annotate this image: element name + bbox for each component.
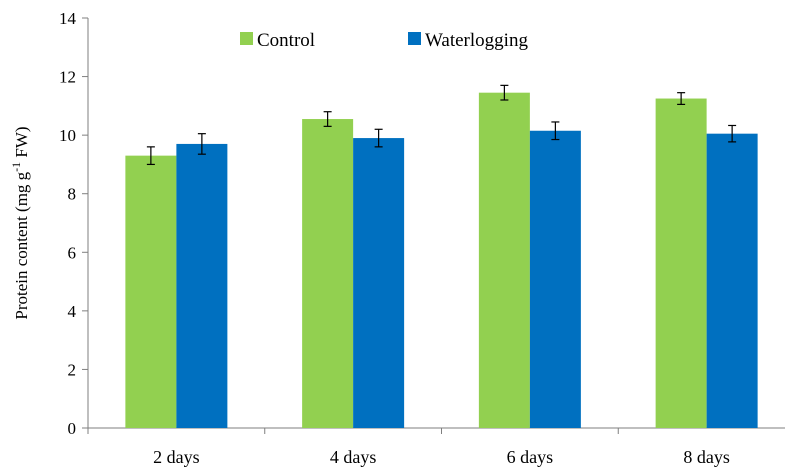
x-axis-ticks: 2 days 4 days 6 days 8 days bbox=[87, 428, 730, 467]
bar-series bbox=[125, 92, 758, 429]
y-axis-title-suffix: FW) bbox=[12, 126, 31, 161]
y-tick-label: 14 bbox=[59, 9, 77, 28]
y-axis-ticks: 0 2 4 6 8 10 12 14 bbox=[59, 9, 88, 438]
bar-control bbox=[655, 98, 707, 429]
bar-waterlogging bbox=[353, 138, 405, 429]
bar-waterlogging bbox=[176, 143, 228, 428]
y-tick-label: 4 bbox=[68, 302, 77, 321]
y-tick-label: 2 bbox=[68, 360, 77, 379]
y-tick-label: 10 bbox=[59, 126, 76, 145]
bar-control bbox=[478, 92, 530, 428]
y-tick-label: 6 bbox=[68, 243, 77, 262]
y-tick-label: 12 bbox=[59, 68, 76, 87]
legend-swatch-control bbox=[240, 32, 253, 45]
x-tick-label: 8 days bbox=[683, 447, 730, 467]
bar-waterlogging bbox=[529, 130, 581, 428]
legend-label-control: Control bbox=[257, 30, 315, 51]
legend: Control Waterlogging bbox=[240, 30, 528, 51]
y-axis-title: Protein content (mg g-1 FW) bbox=[9, 126, 31, 319]
bar-waterlogging bbox=[706, 133, 758, 428]
bar-control bbox=[125, 155, 177, 428]
x-tick-label: 6 days bbox=[507, 447, 554, 467]
y-axis-title-superscript: -1 bbox=[9, 162, 23, 172]
legend-swatch-waterlogging bbox=[408, 32, 421, 45]
error-bars bbox=[146, 84, 737, 166]
y-tick-label: 0 bbox=[68, 419, 77, 438]
bar-control bbox=[302, 119, 354, 429]
x-tick-label: 4 days bbox=[330, 447, 377, 467]
x-tick-label: 2 days bbox=[153, 447, 200, 467]
y-tick-label: 8 bbox=[68, 185, 77, 204]
y-axis-title-prefix: Protein content (mg g bbox=[12, 171, 31, 319]
legend-label-waterlogging: Waterlogging bbox=[425, 30, 528, 51]
